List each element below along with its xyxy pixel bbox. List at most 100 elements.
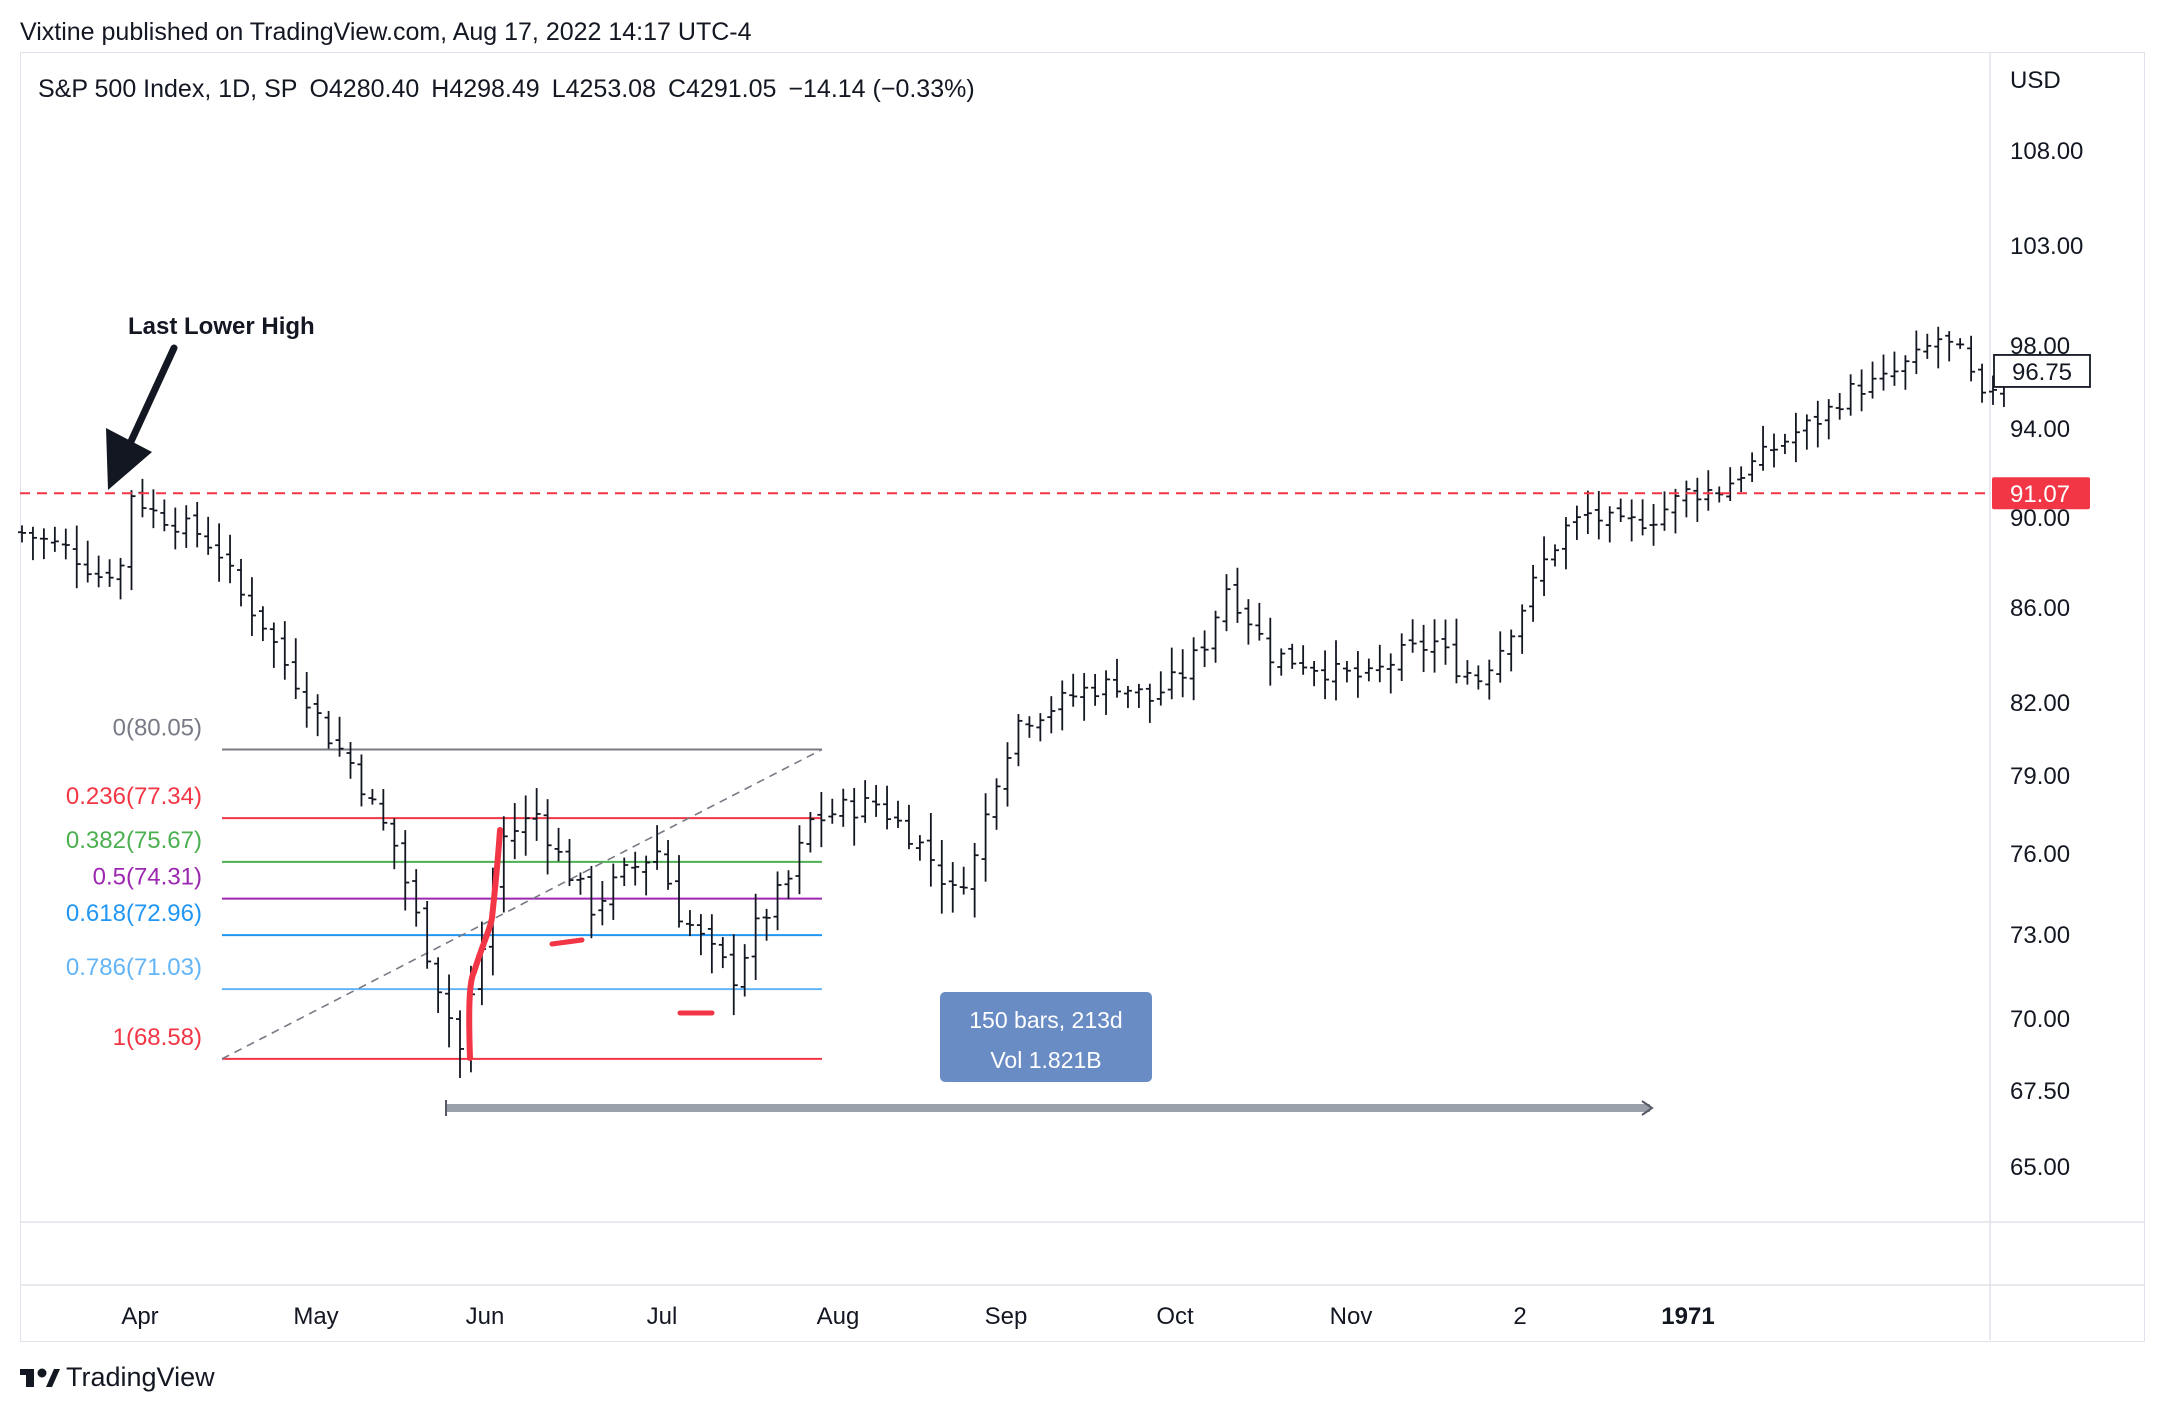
ohlc-bar — [83, 540, 92, 583]
ohlc-bar — [182, 505, 191, 548]
ohlc-bar — [1332, 640, 1340, 701]
ohlc-bar — [532, 788, 541, 841]
ohlc-bar — [1397, 633, 1406, 682]
ohlc-bar — [1058, 680, 1067, 731]
ohlc-bar — [269, 622, 278, 668]
ohlc-bar — [280, 621, 289, 680]
ohlc-bar — [28, 526, 37, 561]
ohlc-bar — [981, 793, 990, 882]
ohlc-bar — [609, 863, 618, 920]
chart-frame[interactable] — [20, 52, 2145, 1342]
measure-volume-label: Vol 1.821B — [990, 1047, 1101, 1073]
red-brush-stroke — [466, 827, 503, 1061]
ohlc-bar — [1737, 466, 1746, 493]
ohlc-bar — [1069, 673, 1078, 707]
time-axis[interactable]: Apr May Jun Jul Aug Sep Oct Nov 2 1971 — [121, 1303, 1714, 1330]
ohlc-bar — [1693, 477, 1702, 522]
ohlc-bar — [1233, 567, 1242, 623]
ohlc-bar — [456, 1010, 464, 1079]
ohlc-bar — [554, 827, 563, 862]
y-tick-label: 67.50 — [2010, 1078, 2070, 1105]
ohlc-bar — [127, 490, 136, 591]
ohlc-bar — [1003, 742, 1012, 807]
ohlc-bar — [707, 914, 716, 974]
y-tick-label: 90.00 — [2010, 505, 2070, 532]
y-tick-label: 73.00 — [2010, 922, 2070, 949]
ohlc-bar — [1649, 503, 1658, 546]
ohlc-bar — [762, 908, 771, 941]
ohlc-bar — [1452, 618, 1461, 684]
annotation-text[interactable]: Last Lower High — [128, 313, 315, 340]
tradingview-logo-icon — [20, 1368, 60, 1387]
ohlc-bar — [1036, 713, 1045, 742]
ohlc-bar — [1091, 673, 1100, 706]
ohlc-bar — [368, 789, 377, 805]
ohlc-bar — [379, 789, 388, 831]
ohlc-bar — [959, 866, 968, 895]
ohlc-bar — [1156, 671, 1165, 706]
symbol-name[interactable]: S&P 500 Index, 1D, SP — [38, 75, 298, 103]
ohlc-bar — [1759, 425, 1768, 471]
fib-level-label: 0.618(72.96) — [66, 900, 202, 927]
change-value: −14.14 (−0.33%) — [788, 75, 975, 103]
ohlc-bar — [1134, 683, 1143, 708]
price-axis[interactable]: 108.00103.0098.0094.0090.0086.0082.0079.… — [2010, 138, 2083, 1181]
drawings-overlay[interactable]: 91.07 96.75 Last Lower High 150 bars, 213d V… — [20, 313, 2091, 1116]
y-tick-label: 108.00 — [2010, 138, 2083, 165]
ohlc-bar — [1518, 604, 1527, 654]
ohlc-bar — [664, 839, 673, 890]
ohlc-bar — [751, 893, 760, 980]
ohlc-bar — [543, 799, 552, 875]
ohlc-bar — [1419, 624, 1428, 673]
ohlc-bar — [1474, 665, 1483, 690]
ohlc-bar — [1956, 338, 1965, 349]
ohlc-bar — [642, 855, 651, 896]
ohlc-bar — [937, 840, 946, 914]
ohlc-bar — [1748, 452, 1757, 482]
ohlc-bar — [1704, 470, 1713, 511]
ohlc-bar — [1222, 574, 1231, 632]
ohlc-bar — [335, 716, 344, 757]
ohlc-bar — [872, 785, 881, 817]
ohlc-bar — [1923, 333, 1932, 359]
ohlc-bar — [521, 795, 530, 856]
ohlc-bar — [160, 499, 169, 532]
ohlc-bar — [1551, 544, 1559, 567]
ohlc-bar — [926, 812, 935, 887]
ohlc-bar — [1441, 619, 1450, 665]
ohlc-bar — [1802, 414, 1811, 450]
ohlc-bar — [1014, 714, 1023, 767]
ohlc-bar — [1463, 660, 1472, 685]
ohlc-bar — [1978, 363, 1987, 403]
ohlc-bar — [138, 478, 147, 518]
ohlc-bar — [1408, 619, 1417, 653]
footer-brand[interactable]: TradingView — [66, 1362, 215, 1392]
ohlc-bar — [1529, 564, 1538, 622]
ohlc-bar — [784, 870, 793, 900]
fib-trend-line[interactable] — [221, 748, 823, 1060]
ohlc-bar — [1780, 433, 1789, 455]
fib-retracement[interactable]: 0(80.05) 0.236(77.34) 0.382(75.67) 0.5(74.3… — [66, 714, 823, 1060]
ohlc-bar — [1342, 660, 1351, 683]
measure-info-box[interactable] — [940, 992, 1152, 1082]
ohlc-bar — [215, 523, 224, 582]
fib-level-label: 0.382(75.67) — [66, 827, 202, 854]
ohlc-bar — [1364, 658, 1373, 682]
y-tick-label: 94.00 — [2010, 416, 2070, 443]
ohlc-bar — [861, 780, 870, 823]
symbol-legend: S&P 500 Index, 1D, SP O4280.40 H4298.49 L42… — [38, 75, 987, 104]
fib-level-label: 0.5(74.31) — [93, 864, 202, 891]
annotation-arrow-head — [106, 428, 152, 490]
resistance-price-label: 91.07 — [2010, 481, 2070, 508]
ohlc-bar — [499, 816, 508, 913]
ohlc-bar — [149, 489, 158, 529]
ohlc-bar — [1430, 619, 1439, 673]
ohlc-bar — [806, 811, 815, 853]
ohlc-bar — [412, 869, 421, 927]
ohlc-bar — [598, 880, 607, 926]
x-tick-label: Jul — [647, 1303, 678, 1330]
ohlc-bar — [50, 526, 59, 552]
x-tick-label: Aug — [817, 1303, 860, 1330]
ohlc-bar — [1835, 393, 1844, 420]
